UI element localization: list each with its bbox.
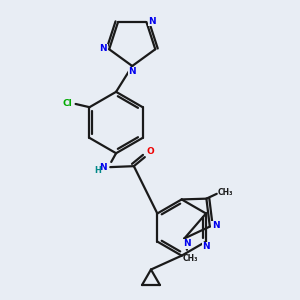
Text: N: N: [148, 17, 156, 26]
Text: CH₃: CH₃: [218, 188, 233, 197]
Text: N: N: [100, 44, 107, 53]
Text: N: N: [212, 221, 220, 230]
Text: CH₃: CH₃: [182, 254, 198, 263]
Text: N: N: [99, 163, 106, 172]
Text: H: H: [94, 167, 101, 176]
Text: O: O: [147, 147, 154, 156]
Text: N: N: [202, 242, 210, 251]
Text: Cl: Cl: [62, 100, 72, 109]
Text: N: N: [183, 239, 191, 248]
Text: N: N: [128, 67, 136, 76]
